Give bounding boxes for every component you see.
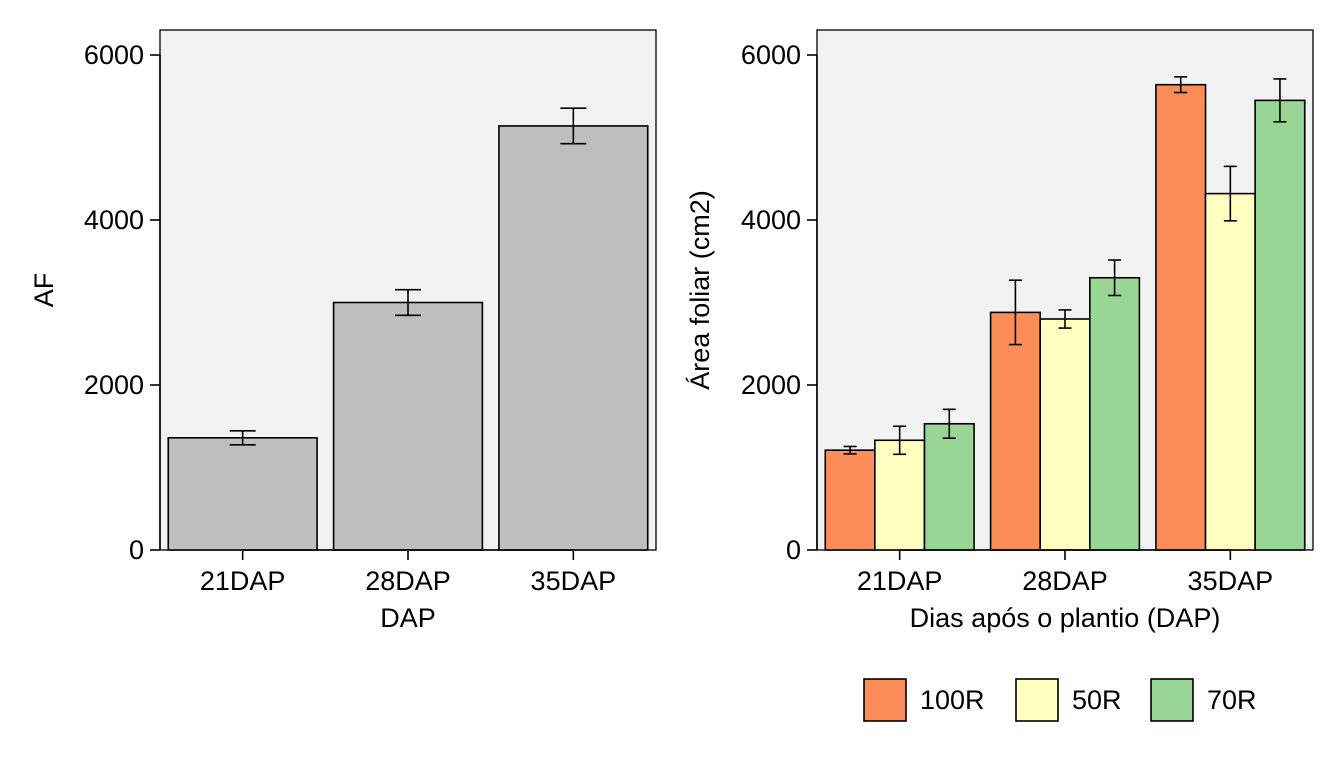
bar [1254,99,1306,551]
y-tick-label: 6000 [84,40,144,70]
bar [989,311,1041,551]
legend-swatch [1150,678,1194,722]
right-chart: 0 2000 4000 6000 21DAP 28DAP 35DAP Dias após o … [685,29,1314,633]
x-tick-label: 21DAP [200,566,286,596]
x-axis-title: Dias após o plantio (DAP) [910,603,1221,633]
y-tick-label: 2000 [84,370,144,400]
y-tick-label: 6000 [741,40,801,70]
x-tick-label: 21DAP [857,566,943,596]
bar [1155,83,1207,551]
left-chart: 0 2000 4000 6000 21DAP 28DAP 35DAP DAP AF [29,29,657,633]
bar [824,449,876,551]
bar [1089,276,1141,551]
y-tick-label: 2000 [741,370,801,400]
y-axis-title: Área foliar (cm2) [685,190,715,390]
y-axis-title: AF [29,273,59,308]
bar [1204,192,1256,551]
bar [1039,318,1091,551]
x-tick-label: 35DAP [1188,566,1274,596]
bar [498,125,649,551]
y-tick-label: 0 [129,535,144,565]
x-axis-title: DAP [380,603,436,633]
legend-swatch [863,678,907,722]
legend-swatch [1015,678,1059,722]
x-tick-label: 28DAP [1022,566,1108,596]
legend-label: 100R [920,685,985,715]
y-tick-label: 4000 [84,205,144,235]
bar [874,439,926,551]
y-tick-label: 4000 [741,205,801,235]
x-tick-label: 35DAP [531,566,617,596]
bar [167,436,318,551]
legend-label: 70R [1207,685,1257,715]
x-tick-label: 28DAP [365,566,451,596]
legend-label: 50R [1072,685,1122,715]
bar [332,301,484,551]
legend: 100R 50R 70R [863,678,1257,722]
y-tick-label: 0 [786,535,801,565]
bar [923,422,975,551]
